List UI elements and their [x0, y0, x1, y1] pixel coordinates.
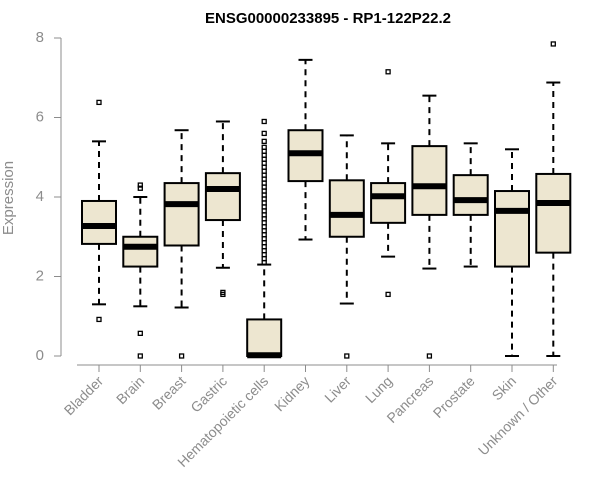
x-tick-label: Lung [362, 373, 395, 406]
box-group-bladder [81, 99, 117, 323]
iqr-box [494, 190, 530, 268]
x-tick-label: Breast [149, 373, 189, 413]
outlier-point [385, 69, 391, 75]
outlier-point [385, 291, 391, 298]
box-group-prostate [452, 142, 489, 268]
box-group-unknown-other [535, 41, 572, 357]
x-tick-label: Bladder [61, 373, 107, 419]
outlier-point [426, 353, 433, 359]
outlier-point [550, 41, 556, 47]
outlier-point [137, 330, 143, 336]
x-tick-label: Skin [489, 373, 520, 404]
y-tick-label: 2 [36, 267, 44, 284]
y-tick-label: 8 [36, 29, 44, 46]
box-group-hematopoietic-cells [246, 118, 283, 359]
box-group-gastric [204, 120, 241, 298]
chart-title: ENSG00000233895 - RP1-122P22.2 [205, 10, 451, 27]
y-ticks: 0 2 4 6 8 [36, 29, 61, 364]
iqr-box [246, 318, 283, 357]
box-group-kidney [287, 58, 324, 241]
y-tick-label: 0 [36, 347, 44, 364]
iqr-box [81, 199, 117, 245]
y-tick-label: 6 [36, 108, 44, 125]
box-group-pancreas [411, 94, 448, 359]
x-tick-label: Brain [113, 373, 147, 407]
iqr-box [452, 174, 489, 216]
box-group-lung [370, 69, 407, 298]
outlier-point [137, 185, 143, 191]
iqr-box [328, 179, 365, 238]
x-tick-label: Prostate [430, 373, 478, 421]
outlier-point [261, 144, 267, 150]
outlier-point [344, 353, 350, 359]
y-axis-label: Expression [0, 161, 17, 235]
iqr-box [411, 145, 448, 216]
x-tick-label: Liver [321, 373, 354, 406]
outlier-point [261, 130, 267, 137]
outlier-point [261, 118, 267, 125]
outlier-point [137, 182, 143, 188]
outlier-point [220, 289, 226, 296]
box-group-skin [494, 148, 530, 357]
iqr-box [370, 182, 407, 224]
iqr-box [163, 182, 200, 247]
y-tick-label: 4 [36, 188, 44, 205]
iqr-box [535, 172, 572, 254]
outlier-point [178, 353, 185, 359]
box-group-brain [122, 182, 159, 359]
boxes [81, 41, 572, 359]
box-group-breast [163, 129, 200, 359]
outlier-point [96, 316, 102, 323]
outlier-point [96, 99, 102, 106]
outlier-point [137, 353, 143, 359]
x-tick-label: Kidney [271, 373, 313, 415]
box-group-liver [328, 134, 365, 359]
outlier-point [261, 138, 267, 145]
iqr-box [204, 172, 241, 222]
iqr-box [122, 235, 159, 268]
